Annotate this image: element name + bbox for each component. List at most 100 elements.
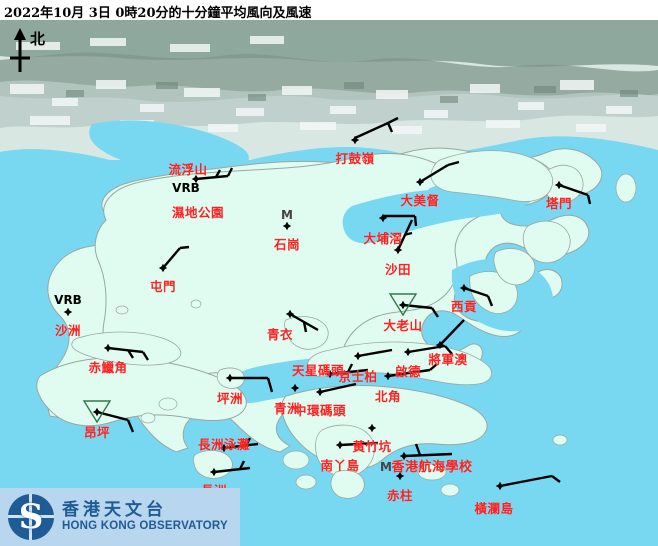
station-label: 濕地公園 [171, 205, 225, 220]
wind-barb [396, 219, 414, 251]
map-geometry [0, 20, 658, 546]
mountain-station-marker: M [281, 208, 293, 222]
station-label: 南丫島 [320, 458, 360, 473]
station-label: 赤鱲角 [88, 360, 128, 375]
station-marker[interactable] [103, 343, 113, 353]
observatory-logo-band: S 香港天文台 HONG KONG OBSERVATORY [0, 488, 240, 546]
station-label: 京士柏 [338, 369, 378, 384]
chek-lap-kok [71, 331, 182, 366]
station-marker[interactable] [398, 300, 408, 310]
station-marker[interactable] [395, 471, 405, 481]
station-label: 啟德 [394, 364, 422, 379]
station-marker[interactable] [353, 351, 363, 361]
logo-s-glyph: S [18, 497, 44, 537]
station-marker[interactable] [191, 174, 201, 184]
map-canvas[interactable]: 北 打鼓嶺流浮山 VRB 濕地公園石崗 M 大美督 塔門大埔滘沙田屯門沙洲 VRB 赤鱲角昂坪… [0, 20, 658, 546]
wind-barb [403, 443, 453, 458]
wind-barb-layer [63, 116, 592, 491]
station-marker[interactable] [225, 373, 235, 383]
wind-barb [558, 183, 592, 205]
observatory-logo-text: 香港天文台 HONG KONG OBSERVATORY [62, 500, 228, 532]
station-marker[interactable] [554, 180, 564, 190]
station-marker[interactable] [219, 443, 229, 453]
station-marker[interactable] [315, 387, 325, 397]
station-label: 塔門 [545, 196, 573, 211]
logo-english-name: HONG KONG OBSERVATORY [62, 519, 228, 532]
station-label: 沙田 [384, 262, 412, 277]
wind-barb [329, 363, 369, 376]
station-marker[interactable] [415, 177, 425, 187]
page-title: 2022年10月 3日 0時20分的十分鐘平均風向及風速 [4, 6, 312, 21]
deep-bay [89, 120, 249, 176]
station-marker[interactable] [399, 451, 409, 461]
station-marker[interactable] [350, 135, 360, 145]
mainland-imagery [0, 20, 658, 160]
station-label: 昂坪 [83, 425, 111, 440]
wind-barb [387, 363, 438, 378]
station-marker[interactable] [92, 407, 102, 417]
station-label: 長洲泳灘 [197, 437, 251, 452]
station-marker[interactable] [158, 263, 168, 273]
wind-barb [339, 441, 379, 447]
station-label: 大埔滘 [363, 231, 403, 246]
wind-barb [162, 245, 190, 269]
wind-barb [319, 382, 357, 394]
wind-barb [195, 167, 234, 181]
wind-barb [357, 348, 393, 358]
variable-wind-label: VRB [172, 181, 200, 195]
wind-barb [407, 344, 453, 355]
station-marker[interactable] [282, 221, 292, 231]
wind-barb [213, 460, 251, 474]
variable-wind-label: VRB [54, 293, 82, 307]
station-label: 石崗 [273, 237, 301, 252]
station-marker[interactable] [403, 347, 413, 357]
station-triangle-marker [82, 400, 112, 424]
station-label: 打鼓嶺 [335, 151, 375, 166]
plover-cove [430, 150, 554, 202]
wind-barb [230, 376, 274, 393]
station-marker[interactable] [285, 309, 295, 319]
station-label: 橫瀾島 [474, 501, 514, 516]
station-marker[interactable] [435, 340, 445, 350]
station-label: 黃竹坑 [352, 439, 392, 454]
station-marker[interactable] [495, 481, 505, 491]
station-label: 沙洲 [54, 323, 82, 338]
station-label: 北角 [374, 389, 402, 404]
station-label: 流浮山 [168, 162, 208, 177]
station-label: 青洲 [273, 401, 301, 416]
station-marker[interactable] [378, 213, 388, 223]
wind-barb [289, 312, 319, 333]
mountain-station-marker: M [380, 460, 392, 474]
station-marker[interactable] [290, 383, 300, 393]
compass-north-label: 北 [30, 30, 46, 48]
wind-barb [402, 303, 439, 318]
station-label: 大美督 [400, 193, 440, 208]
wind-barb [499, 474, 561, 488]
logo-chinese-name: 香港天文台 [62, 500, 167, 521]
station-label: 西貢 [450, 299, 478, 314]
wind-barb [419, 160, 460, 184]
station-label: 中環碼頭 [293, 403, 347, 418]
wind-barb [383, 214, 418, 227]
station-marker[interactable] [367, 423, 377, 433]
tsing-yi [284, 316, 329, 350]
station-label: 屯門 [149, 279, 177, 294]
wind-barb [223, 437, 259, 450]
station-marker[interactable] [335, 440, 345, 450]
station-marker[interactable] [459, 283, 469, 293]
wind-barb [354, 116, 399, 140]
observatory-logo: S 香港天文台 HONG KONG OBSERVATORY [8, 494, 228, 540]
station-label: 青衣 [266, 327, 294, 342]
wind-barb [107, 346, 150, 361]
wind-barb [439, 319, 465, 346]
station-marker[interactable] [209, 467, 219, 477]
station-triangle-marker [388, 293, 418, 317]
station-marker[interactable] [383, 371, 393, 381]
station-marker[interactable] [325, 369, 335, 379]
station-label: 將軍澳 [428, 352, 468, 367]
lamma-island [315, 424, 375, 477]
station-label: 坪洲 [216, 391, 244, 406]
station-marker[interactable] [393, 245, 403, 255]
station-marker[interactable] [63, 307, 73, 317]
